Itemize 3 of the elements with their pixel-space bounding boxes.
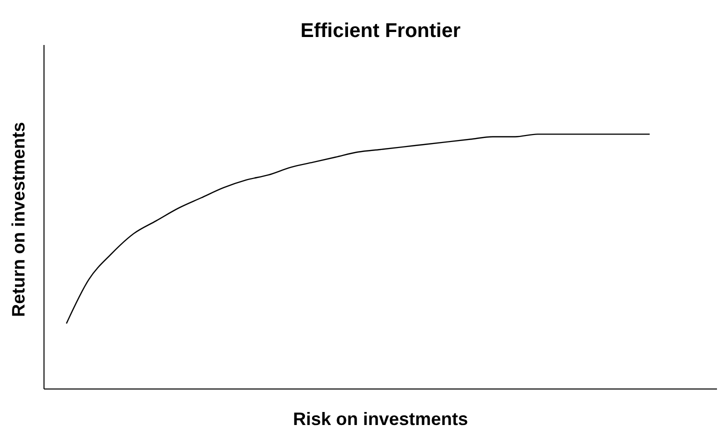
chart-title: Efficient Frontier	[299, 20, 462, 43]
y-axis-title: Return on investments	[8, 122, 28, 317]
x-axis-title: Risk on investments	[292, 409, 468, 429]
